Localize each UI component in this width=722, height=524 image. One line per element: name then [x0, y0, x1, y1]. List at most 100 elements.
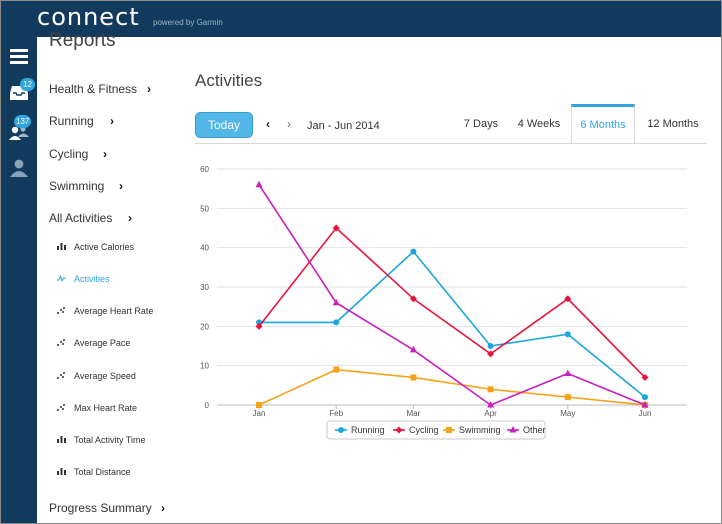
legend-box [326, 420, 546, 440]
page-title: Activities [195, 71, 263, 90]
series-line-running [259, 250, 646, 398]
data-point-other [255, 180, 263, 188]
nav-item-label: Activities [74, 274, 110, 284]
nav-average-heart-rate[interactable]: Average Heart Rate [57, 306, 153, 316]
nav-item-label: Swimming [49, 179, 105, 193]
profile-icon[interactable] [1, 154, 37, 182]
x-tick-label: Apr [484, 409, 497, 418]
bar-chart-icon [57, 436, 69, 445]
activities-chart: 0 10 20 30 40 50 60 Jan Feb Mar Apr May Jun Running Cy… [200, 165, 687, 440]
chevron-right-icon: › [119, 179, 123, 193]
nav-average-pace[interactable]: Average Pace [57, 338, 130, 348]
chevron-right-icon: › [110, 114, 114, 128]
data-point-cycling [641, 373, 649, 381]
x-tick-label: Feb [329, 409, 343, 418]
nav-total-distance[interactable]: Total Distance [57, 467, 131, 477]
inbox-badge: 12 [20, 78, 35, 91]
nav-swimming[interactable]: Swimming › [49, 179, 123, 193]
y-tick-label: 0 [205, 401, 210, 410]
series-line-other [258, 184, 646, 406]
legend-marker-running [338, 427, 344, 433]
x-tick-label: May [560, 409, 575, 418]
chevron-right-icon: › [128, 211, 132, 225]
nav-max-heart-rate[interactable]: Max Heart Rate [57, 403, 137, 413]
nav-activities[interactable]: Activities [57, 274, 110, 284]
nav-item-label: Progress Summary [49, 501, 152, 515]
next-period-icon[interactable]: › [287, 117, 291, 131]
top-bar: connect powered by Garmin [1, 1, 721, 37]
data-point-running [642, 394, 648, 401]
reports-title: Reports [49, 30, 116, 51]
today-button[interactable]: Today [195, 112, 253, 138]
y-tick-label: 40 [200, 244, 209, 253]
previous-period-icon[interactable]: ‹ [266, 117, 270, 131]
chevron-right-icon: › [161, 501, 165, 515]
nav-total-activity-time[interactable]: Total Activity Time [57, 435, 146, 445]
nav-item-label: Running [49, 114, 94, 128]
nav-item-label: Total Activity Time [74, 435, 146, 445]
nav-all-activities[interactable]: All Activities › [49, 211, 132, 225]
nav-item-label: Total Distance [74, 467, 131, 477]
scatter-icon [57, 339, 69, 348]
menu-icon[interactable] [1, 42, 37, 70]
legend-label-cycling: Cycling [409, 425, 439, 435]
data-point-running [333, 319, 340, 326]
tab-7-days[interactable]: 7 Days [463, 118, 499, 130]
y-tick-label: 20 [200, 322, 209, 331]
data-point-other [564, 369, 572, 377]
y-tick-label: 10 [200, 362, 209, 371]
powered-by-text: powered by Garmin [153, 18, 223, 27]
nav-item-label: Max Heart Rate [74, 403, 138, 413]
data-point-cycling [409, 295, 417, 303]
scatter-icon [57, 307, 69, 316]
data-point-running [410, 248, 417, 255]
line-chart-icon [57, 274, 69, 284]
legend-marker-other [509, 426, 517, 433]
reports-nav: Reports Health & Fitness › Running › Cyc… [37, 30, 177, 523]
left-nav: 12 137 [1, 37, 37, 523]
data-point-swimming [564, 394, 571, 401]
tab-divider [195, 143, 707, 144]
tab-12-months[interactable]: 12 Months [647, 118, 699, 130]
nav-item-label: Average Speed [74, 371, 136, 381]
main-content: Activities Today ‹ › Jan - Jun 2014 7 Da… [177, 37, 721, 523]
data-point-cycling [255, 322, 263, 330]
data-point-swimming [410, 374, 417, 381]
nav-average-speed[interactable]: Average Speed [57, 371, 136, 381]
y-tick-label: 50 [200, 204, 209, 213]
legend-label-other: Other [523, 425, 546, 435]
tab-4-weeks[interactable]: 4 Weeks [517, 118, 561, 130]
data-point-running [564, 331, 571, 338]
data-point-running [487, 343, 494, 349]
y-tick-label: 60 [200, 165, 209, 174]
nav-item-label: All Activities [49, 211, 113, 225]
data-point-other [332, 298, 340, 306]
nav-running[interactable]: Running › [49, 114, 114, 128]
nav-cycling[interactable]: Cycling › [49, 147, 107, 161]
nav-item-label: Health & Fitness [49, 82, 138, 96]
date-range-label: Jan - Jun 2014 [307, 120, 380, 132]
nav-health-fitness[interactable]: Health & Fitness › [49, 82, 151, 96]
legend-label-swimming: Swimming [459, 425, 501, 435]
data-point-other [409, 345, 417, 353]
nav-active-calories[interactable]: Active Calories [57, 242, 134, 252]
connect-logo[interactable]: connect [37, 3, 140, 31]
chevron-right-icon: › [147, 82, 151, 96]
data-point-cycling [332, 224, 340, 232]
nav-item-label: Average Heart Rate [74, 306, 154, 316]
data-point-swimming [487, 386, 494, 393]
data-point-swimming [333, 366, 340, 373]
x-tick-label: Jun [639, 409, 652, 418]
data-point-cycling [564, 295, 572, 303]
y-tick-label: 30 [200, 283, 209, 292]
x-tick-label: Mar [407, 409, 421, 418]
nav-item-label: Cycling [49, 147, 89, 161]
legend-marker-cycling [395, 426, 403, 434]
series-line-cycling [258, 226, 646, 379]
scatter-icon [57, 372, 69, 381]
data-point-swimming [256, 402, 262, 408]
series-line-swimming [258, 368, 646, 406]
tab-6-months[interactable]: 6 Months [571, 104, 635, 144]
nav-progress-summary[interactable]: Progress Summary › [49, 501, 165, 515]
